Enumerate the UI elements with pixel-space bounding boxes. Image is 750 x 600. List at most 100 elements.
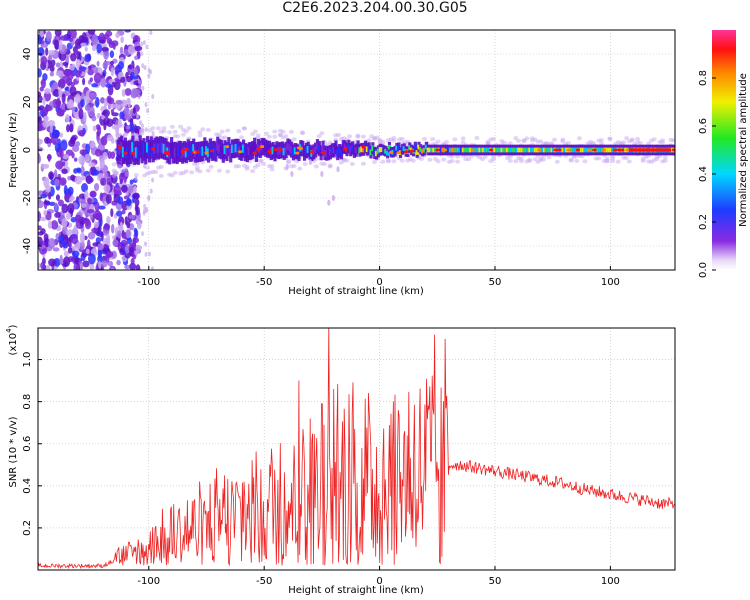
heatmap-cell	[192, 144, 196, 154]
heatmap-cell	[380, 147, 384, 152]
heatmap-cell	[74, 141, 81, 147]
heatmap-cell	[175, 134, 181, 139]
heatmap-cell	[98, 260, 102, 270]
heatmap-cell	[56, 110, 65, 117]
heatmap-cell	[85, 248, 90, 255]
snr-scale-base: (x10	[8, 333, 19, 356]
heatmap-cell	[516, 138, 522, 143]
heatmap-cell	[100, 135, 108, 146]
heatmap-cell	[78, 198, 86, 204]
heatmap-cell	[55, 233, 59, 240]
heatmap-cell	[320, 151, 326, 155]
heatmap-cell	[330, 147, 334, 154]
heatmap-cell	[125, 244, 129, 255]
heatmap-cell	[147, 195, 151, 201]
heatmap-cell	[38, 115, 42, 125]
heatmap-cell	[126, 97, 131, 104]
heatmap-cell	[158, 142, 163, 153]
heatmap-cell	[134, 175, 138, 181]
heatmap-cell	[52, 247, 60, 252]
heatmap-cell	[331, 195, 336, 201]
heatmap-cell	[286, 142, 290, 151]
heatmap-cell	[335, 132, 341, 137]
heatmap-cell	[181, 148, 185, 158]
heatmap-cell	[65, 149, 74, 156]
heatmap-cell	[76, 50, 81, 61]
heatmap-cell	[365, 146, 369, 153]
heatmap-cell	[354, 147, 358, 154]
heatmap-cell	[70, 174, 76, 181]
heatmap-cell	[87, 68, 95, 76]
heatmap-cell	[658, 148, 662, 152]
snr-ylabel: SNR (10 * v/v)	[8, 416, 19, 487]
heatmap-cell	[177, 146, 181, 157]
heatmap-cell	[204, 151, 210, 155]
heatmap-cell	[85, 218, 90, 227]
heatmap-cell	[601, 148, 607, 152]
heatmap-cell	[57, 199, 64, 207]
heatmap-cell	[546, 155, 552, 160]
heatmap-cell	[137, 94, 141, 100]
heatmap-cell	[186, 126, 192, 131]
heatmap-cell	[284, 146, 288, 154]
heatmap-cell	[133, 172, 139, 177]
heatmap-cell	[502, 147, 506, 153]
heatmap-cell	[291, 137, 297, 142]
heatmap-cell	[65, 114, 70, 123]
heatmap-cell	[422, 147, 427, 153]
heatmap-cell	[38, 225, 42, 231]
heatmap-cell	[38, 106, 42, 111]
heatmap-cell	[87, 253, 96, 265]
heatmap-cell	[123, 106, 129, 116]
heatmap-cell	[47, 138, 53, 144]
heatmap-cell	[117, 196, 124, 205]
heatmap-cell	[380, 159, 386, 164]
heatmap-cell	[41, 163, 50, 169]
heatmap-cell	[243, 148, 248, 157]
heatmap-cell	[134, 204, 139, 212]
heatmap-cell	[109, 50, 115, 58]
heatmap-cell	[282, 147, 286, 156]
heatmap-cell	[49, 201, 56, 207]
heatmap-cell	[111, 162, 117, 167]
heatmap-cell	[80, 98, 85, 108]
heatmap-cell	[116, 259, 121, 266]
heatmap-cell	[106, 250, 114, 258]
heatmap-cell	[355, 134, 361, 139]
heatmap-cell	[327, 199, 331, 206]
heatmap-cell	[106, 215, 111, 225]
heatmap-cell	[540, 157, 546, 162]
heatmap-cell	[635, 148, 639, 152]
heatmap-cell	[504, 147, 508, 153]
heatmap-cell	[557, 148, 563, 152]
heatmap-cell	[439, 147, 443, 153]
heatmap-cell	[362, 146, 366, 153]
heatmap-cell	[40, 55, 48, 65]
heatmap-cell	[565, 140, 571, 145]
heatmap-cell	[135, 251, 139, 257]
heatmap-cell	[541, 147, 545, 153]
heatmap-cell	[173, 147, 177, 158]
heatmap-cell	[143, 65, 147, 71]
heatmap-cell	[427, 157, 433, 162]
heatmap-cell	[302, 149, 307, 157]
heatmap-cell	[638, 148, 642, 152]
y-tick-label: 0.6	[22, 436, 33, 452]
heatmap-cell	[662, 158, 668, 163]
heatmap-cell	[55, 194, 60, 201]
heatmap-cell	[419, 147, 423, 152]
heatmap-cell	[387, 144, 392, 150]
heatmap-cell	[91, 115, 97, 122]
heatmap-cell	[221, 148, 225, 158]
heatmap-cell	[45, 264, 51, 270]
heatmap-cell	[524, 136, 530, 141]
heatmap-cell	[441, 157, 447, 162]
heatmap-cell	[421, 136, 427, 141]
heatmap-cell	[396, 151, 402, 155]
heatmap-cell	[123, 151, 129, 155]
heatmap-cell	[100, 177, 107, 186]
heatmap-cell	[452, 147, 456, 153]
heatmap-cell	[66, 229, 74, 236]
heatmap-cell	[81, 202, 87, 208]
